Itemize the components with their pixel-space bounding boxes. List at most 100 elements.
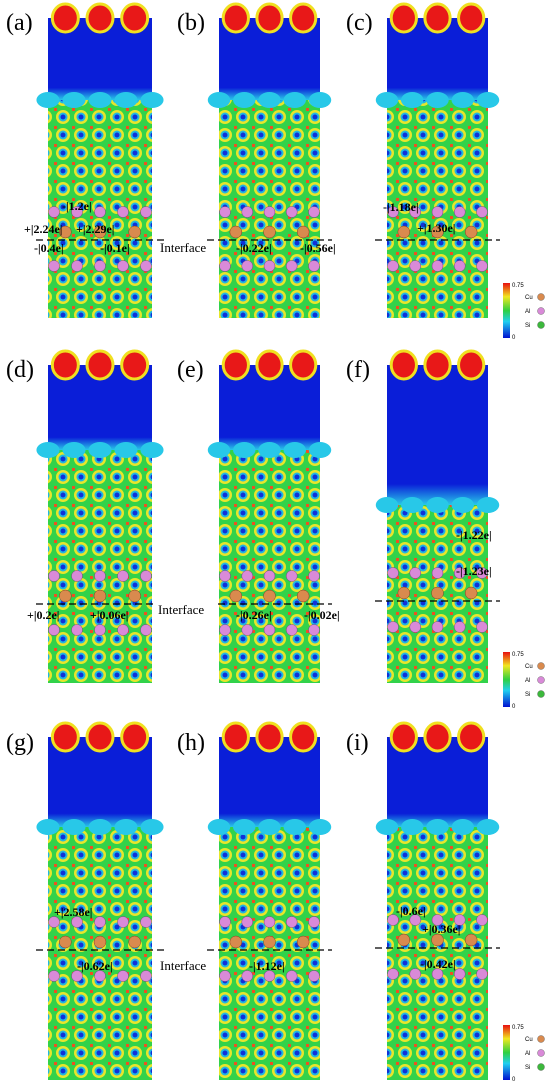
atom-al	[409, 206, 421, 218]
colorbar	[503, 652, 510, 707]
atom-al	[308, 570, 320, 582]
interface-bg	[158, 959, 216, 974]
surface-density	[255, 2, 284, 34]
atom-cu	[431, 225, 444, 239]
surface-density	[289, 349, 318, 381]
vacuum-edge	[375, 819, 399, 835]
atom-al	[286, 970, 298, 982]
vacuum-edge	[308, 442, 332, 458]
colorbar	[503, 283, 510, 338]
atom-al	[71, 206, 83, 218]
charge-label: -|1.2e|	[62, 199, 92, 213]
atom-cu	[93, 935, 107, 949]
atom-al	[431, 260, 444, 272]
panel-label: (g)	[6, 730, 34, 756]
charge-label: -|0.42e|	[420, 957, 456, 971]
atom-al	[308, 624, 320, 636]
species-marker	[537, 676, 545, 684]
atom-al	[219, 624, 231, 636]
atom-al	[454, 621, 466, 633]
colorbar-max: 0.75	[512, 1025, 524, 1031]
atom-al	[286, 624, 298, 636]
surface-density	[389, 349, 418, 381]
atom-al	[476, 621, 488, 633]
atom-cu	[431, 933, 444, 947]
atom-al	[308, 206, 320, 218]
species-label: Cu	[525, 1037, 533, 1043]
atom-cu	[128, 589, 141, 603]
panel-label: (d)	[6, 357, 34, 383]
atom-al	[387, 260, 399, 272]
panel-label: (b)	[177, 10, 205, 36]
surface-density	[221, 2, 250, 34]
surface-density	[289, 2, 318, 34]
vacuum-edge	[62, 819, 86, 835]
atom-al	[263, 916, 276, 928]
atom-al	[94, 916, 106, 928]
vacuum-edge	[88, 442, 112, 458]
surface-density	[255, 349, 284, 381]
vacuum-edge	[401, 819, 424, 835]
atom-cu	[229, 589, 243, 603]
vacuum-edge	[114, 442, 138, 458]
species-label: Al	[525, 678, 530, 684]
atom-al	[219, 260, 231, 272]
vacuum-edge	[401, 92, 424, 108]
interface-bg	[156, 603, 214, 618]
charge-label: -|1.23e|	[456, 564, 492, 578]
vacuum-edge	[476, 819, 500, 835]
atom-al	[48, 206, 60, 218]
atom-al	[409, 914, 421, 926]
atom-al	[71, 624, 83, 636]
atom-al	[117, 624, 129, 636]
vacuum-edge	[476, 497, 500, 513]
species-marker	[537, 662, 545, 670]
atom-cu	[296, 589, 310, 603]
atom-al	[431, 206, 444, 218]
atom-al	[117, 970, 129, 982]
atom-al	[263, 624, 276, 636]
atom-cu	[128, 935, 141, 949]
atom-al	[241, 260, 253, 272]
atom-al	[117, 206, 129, 218]
charge-label: -|1.22e|	[456, 528, 492, 542]
species-marker	[537, 1063, 545, 1071]
species-label: Al	[525, 1051, 530, 1057]
charge-label: +|2.29e|	[76, 222, 114, 236]
species-label: Cu	[525, 295, 533, 301]
species-marker	[537, 1049, 545, 1057]
surface-density	[120, 721, 150, 753]
atom-cu	[296, 225, 310, 239]
atom-cu	[464, 225, 478, 239]
colorbar-max: 0.75	[512, 283, 524, 289]
colorbar	[503, 1025, 510, 1080]
atom-al	[387, 567, 399, 579]
charge-label: +|0.2e|	[27, 608, 59, 622]
surface-density	[221, 349, 250, 381]
atom-al	[140, 624, 152, 636]
atom-al	[308, 916, 320, 928]
charge-label: -|0.4e|	[34, 241, 64, 255]
vacuum-edge	[140, 819, 164, 835]
vacuum-edge	[258, 819, 281, 835]
panel-label: (e)	[177, 357, 204, 383]
atom-cu	[263, 589, 276, 603]
charge-label: -|0.62e|	[77, 959, 113, 973]
vacuum-edge	[62, 442, 86, 458]
atom-al	[219, 970, 231, 982]
panel-label: (c)	[346, 10, 373, 36]
species-marker	[537, 307, 545, 315]
panel-label: (i)	[346, 730, 369, 756]
atom-al	[308, 260, 320, 272]
surface-density	[423, 2, 452, 34]
charge-label: -|0.22e|	[236, 241, 272, 255]
atom-al	[48, 916, 60, 928]
atom-cu	[397, 586, 411, 600]
colorbar-min: 0	[512, 335, 516, 341]
charge-label: +|1.30e|	[417, 221, 455, 235]
vacuum-edge	[451, 92, 474, 108]
atom-al	[409, 968, 421, 980]
vacuum-edge	[36, 442, 60, 458]
atom-al	[117, 260, 129, 272]
vacuum-edge	[233, 819, 256, 835]
